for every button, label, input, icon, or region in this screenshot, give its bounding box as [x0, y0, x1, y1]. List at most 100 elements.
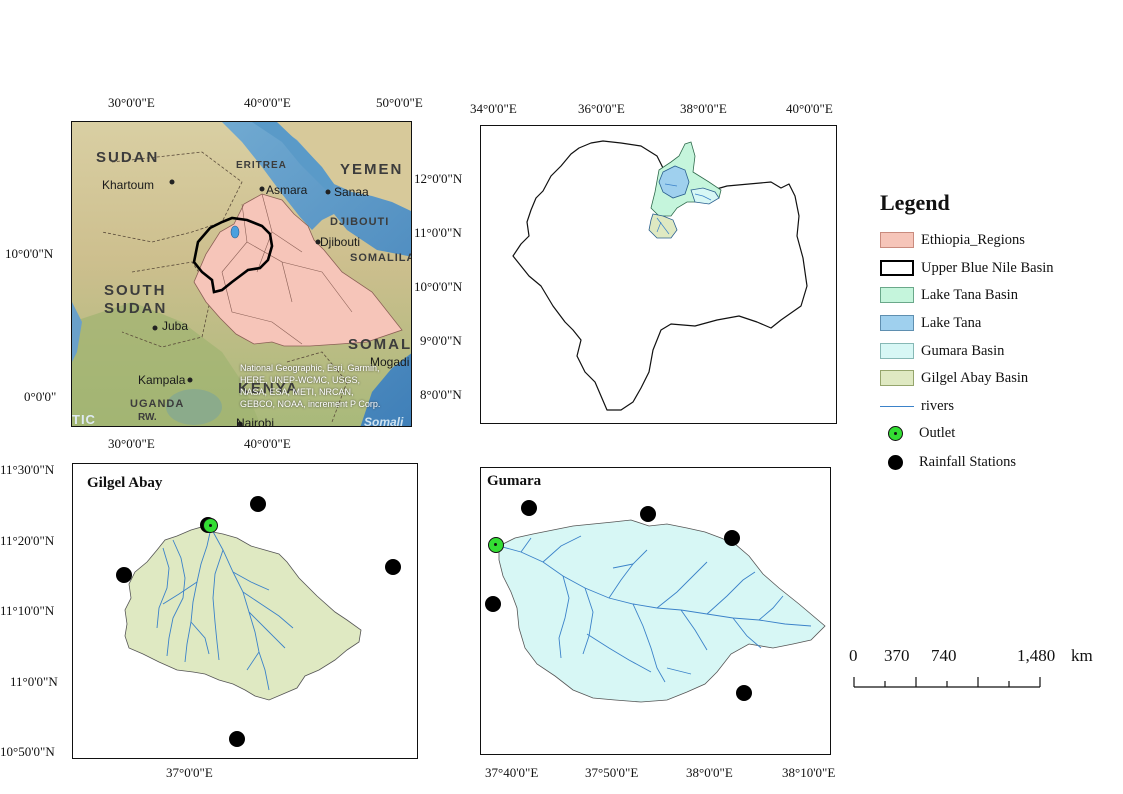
gumara-bottom-tick-3810: 38°10'0"E: [782, 765, 836, 780]
rainfall-station-icon: [250, 496, 266, 512]
country-label-somalia: SOMALIA: [348, 336, 412, 353]
legend-title: Legend: [880, 190, 950, 215]
gilgel-left-tick-1130: 11°30'0"N: [0, 462, 55, 477]
gilgel-left-tick-1120: 11°20'0"N: [0, 533, 55, 548]
legend-label: Lake Tana: [921, 314, 982, 331]
credits-line: NASA, ESA, METI, NRCAN,: [240, 387, 354, 397]
country-label-kenya: KENYA: [238, 380, 300, 397]
basin-left-tick-8: 8°0'0"N: [420, 387, 462, 402]
gumara-bottom-tick-3740: 37°40'0"E: [485, 765, 539, 780]
legend-label: Gilgel Abay Basin: [921, 369, 1029, 386]
overview-top-tick-30: 30°0'0"E: [108, 95, 155, 110]
country-label-uganda: UGANDA: [130, 398, 185, 410]
country-label-djibouti: DJIBOUTI: [330, 216, 390, 228]
rainfall-station-icon: [385, 559, 401, 575]
city-label-asmara: Asmara: [266, 183, 308, 197]
gumara-title: Gumara: [487, 473, 542, 489]
gumara-bottom-tick-380: 38°0'0"E: [686, 765, 733, 780]
legend-swatch-gilgel-abay-basin: [880, 370, 914, 386]
legend-label: Lake Tana Basin: [921, 286, 1018, 303]
rainfall-station-symbol-icon: [888, 454, 903, 470]
gumara-bottom-tick-3750: 37°50'0"E: [585, 765, 639, 780]
scale-bar: [853, 677, 1041, 688]
scale-unit: km: [1071, 646, 1093, 665]
legend-label: Ethiopia_Regions: [921, 231, 1025, 248]
scale-label-370: 370: [884, 646, 910, 665]
city-label-nairobi: Nairobi: [236, 416, 275, 427]
overview-bottom-tick-40: 40°0'0"E: [244, 436, 291, 451]
scale-label-740: 740: [931, 646, 957, 665]
legend-label: rivers: [921, 397, 955, 414]
country-label-somaliland: SOMALILAN: [350, 252, 411, 264]
rainfall-station-icon: [485, 596, 501, 612]
legend-swatch-lake-tana-basin: [880, 287, 914, 303]
legend-swatch-gumara-basin: [880, 343, 914, 359]
gilgel-left-tick-1110: 11°10'0"N: [0, 603, 55, 618]
legend-label: Gumara Basin: [921, 342, 1005, 359]
overview-left-tick-0: 0°0'0": [24, 389, 57, 404]
country-label-south-sudan-1: SOUTH: [104, 282, 167, 299]
country-label-rw: RW.: [138, 412, 157, 423]
legend-item-ethiopia-regions: Ethiopia_Regions: [880, 229, 1025, 251]
basin-top-tick-34: 34°0'0"E: [470, 101, 517, 116]
city-label-khartoum: Khartoum: [102, 178, 155, 192]
overview-map-graphic: [72, 122, 411, 426]
city-label-juba: Juba: [162, 319, 189, 333]
country-label-sudan: SUDAN: [96, 149, 160, 166]
basin-top-tick-40: 40°0'0"E: [786, 101, 833, 116]
credits-line: GEBCO, NOAA, increment P Corp.: [240, 399, 381, 409]
overview-top-tick-40: 40°0'0"E: [244, 95, 291, 110]
city-label-sanaa: Sanaa: [334, 185, 369, 199]
overview-top-tick-50: 50°0'0"E: [376, 95, 423, 110]
country-label-yemen: YEMEN: [340, 161, 404, 178]
overview-bottom-tick-30: 30°0'0"E: [108, 436, 155, 451]
rainfall-station-icon: [724, 530, 740, 546]
basin-left-tick-12: 12°0'0"N: [414, 171, 463, 186]
legend-label: Outlet: [919, 424, 956, 441]
scale-label-1480: 1,480: [1017, 646, 1056, 665]
sea-label-tic: TIC: [72, 412, 96, 427]
gilgel-abay-title: Gilgel Abay: [87, 475, 163, 491]
outlet-icon: [203, 518, 218, 533]
legend-item-rivers: rivers: [880, 395, 954, 417]
legend-item-gumara-basin: Gumara Basin: [880, 340, 1004, 362]
legend-item-rainfall-stations: Rainfall Stations: [880, 451, 1016, 473]
credits-line: HERE, UNEP-WCMC, USGS,: [240, 375, 361, 385]
scale-label-0: 0: [849, 646, 858, 665]
gilgel-bottom-tick-37: 37°0'0"E: [166, 765, 213, 780]
country-label-south-sudan-2: SUDAN: [104, 300, 168, 317]
rainfall-station-icon: [229, 731, 245, 747]
legend-item-outlet: Outlet: [880, 422, 955, 444]
overview-left-tick-10n: 10°0'0"N: [5, 246, 54, 261]
legend-swatch-upper-blue-nile: [880, 260, 914, 276]
basin-left-tick-11: 11°0'0"N: [414, 225, 462, 240]
legend-item-lake-tana-basin: Lake Tana Basin: [880, 284, 1018, 306]
city-label-djibouti: Djibouti: [320, 235, 361, 249]
rainfall-station-icon: [640, 506, 656, 522]
city-label-mogadishu: Mogadi: [370, 355, 410, 369]
sea-label-somali: Somali: [364, 415, 404, 427]
basin-top-tick-36: 36°0'0"E: [578, 101, 625, 116]
basemap-credits: National Geographic, Esri, Garmin, HERE,…: [240, 362, 380, 410]
gilgel-abay-graphic: [124, 525, 362, 701]
legend-label: Rainfall Stations: [919, 453, 1017, 470]
legend-swatch-rivers: [880, 405, 914, 407]
outlet-symbol-icon: [888, 425, 903, 441]
legend-item-upper-blue-nile: Upper Blue Nile Basin: [880, 257, 1054, 279]
basin-map-graphic: [512, 140, 808, 411]
gilgel-abay-map: Gilgel Abay: [72, 463, 418, 759]
legend-swatch-ethiopia-regions: [880, 232, 914, 248]
credits-line: National Geographic, Esri, Garmin,: [240, 363, 380, 373]
city-label-kampala: Kampala: [138, 373, 186, 387]
basin-left-tick-10: 10°0'0"N: [414, 279, 463, 294]
legend-item-gilgel-abay-basin: Gilgel Abay Basin: [880, 367, 1028, 389]
basin-top-tick-38: 38°0'0"E: [680, 101, 727, 116]
basin-map: [480, 125, 837, 424]
rainfall-station-icon: [116, 567, 132, 583]
legend-swatch-lake-tana: [880, 315, 914, 331]
legend-item-lake-tana: Lake Tana: [880, 312, 981, 334]
gilgel-left-tick-110: 11°0'0"N: [10, 674, 58, 689]
gilgel-left-tick-1050: 10°50'0"N: [0, 744, 55, 759]
gumara-graphic: [498, 519, 826, 703]
legend-label: Upper Blue Nile Basin: [921, 259, 1054, 276]
